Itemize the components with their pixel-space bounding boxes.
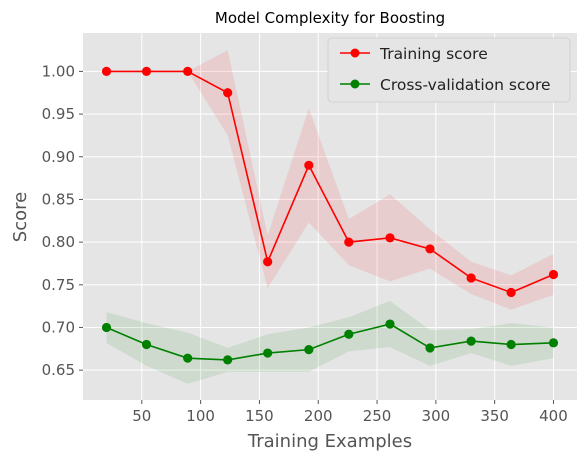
legend-marker-cv [350,79,360,89]
point-training [101,66,112,77]
line-cv [106,323,554,361]
point-training [506,287,516,298]
y-tick-label: 0.65 [42,361,75,379]
legend-marker-training [350,48,360,58]
y-tick-label: 0.95 [42,105,75,123]
y-tick-label: 0.90 [42,148,75,166]
point-cv [466,336,476,346]
point-cv [304,345,314,355]
x-tick-label: 300 [422,407,451,425]
chart-title: Model Complexity for Boosting [215,9,445,27]
point-training [385,233,395,243]
y-tick-label: 0.80 [42,233,75,251]
x-tick-labels: 50 100 150 200 250 300 350 400 [132,400,568,425]
x-tick-label: 50 [132,407,151,425]
x-tick-label: 200 [304,407,333,425]
legend-label-training: Training score [379,45,488,63]
point-cv [223,355,233,365]
point-training [548,269,559,280]
x-axis-title: Training Examples [247,431,412,452]
legend: Training score Cross-validation score [327,37,571,103]
point-cv [141,339,152,350]
x-tick-label: 100 [186,407,215,425]
point-training [344,237,354,247]
series-points [101,66,559,365]
point-training [466,273,476,283]
y-tick-label: 0.70 [42,318,75,336]
point-training [304,160,314,170]
legend-label-cv: Cross-validation score [380,76,551,94]
line-training [106,70,554,294]
point-cv [263,348,273,358]
x-tick-label: 250 [363,407,392,425]
y-axis-title: Score [10,192,31,242]
y-tick-labels: 0.65 0.70 0.75 0.80 0.85 0.90 0.95 1.00 [42,62,83,379]
point-training [183,66,193,77]
y-tick-label: 0.75 [42,276,75,294]
point-cv [548,338,559,348]
point-training [425,244,435,254]
series-lines [106,70,554,361]
point-cv [101,322,112,333]
point-training [263,257,273,267]
band-cv [106,300,554,384]
confidence-bands [106,50,554,384]
point-cv [506,339,516,350]
point-cv [385,319,395,329]
x-tick-label: 400 [539,407,568,425]
point-training [223,88,233,98]
legend-box [327,37,571,103]
x-tick-label: 350 [480,407,509,425]
point-cv [183,353,193,363]
point-training [141,66,152,77]
point-cv [425,343,435,353]
band-training [106,50,554,310]
y-tick-label: 0.85 [42,190,75,208]
point-cv [344,329,354,339]
x-tick-label: 150 [245,407,274,425]
y-tick-label: 1.00 [42,62,75,80]
